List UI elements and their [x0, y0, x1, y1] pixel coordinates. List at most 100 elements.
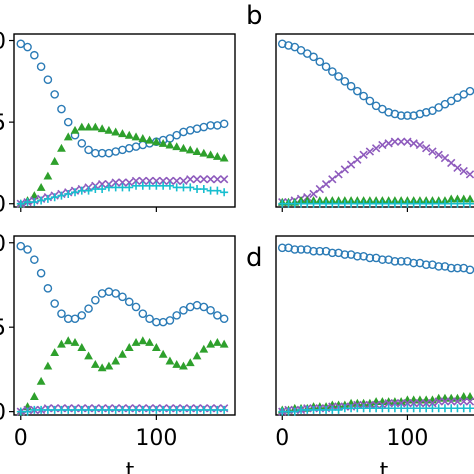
data-point [179, 127, 188, 137]
x-tick-label: 0 [14, 426, 28, 451]
data-point [440, 153, 450, 163]
data-point [446, 263, 456, 273]
data-point [165, 181, 174, 190]
data-point [422, 399, 431, 408]
data-point [309, 189, 318, 199]
data-point [353, 86, 362, 96]
data-point [213, 405, 222, 414]
data-point [328, 248, 337, 258]
data-point [50, 90, 59, 99]
data-point [36, 183, 46, 191]
data-point [90, 122, 100, 131]
data-point [165, 316, 175, 325]
panel-d: 0 100 t [275, 235, 474, 474]
data-point [199, 344, 209, 353]
data-point [465, 86, 474, 96]
data-point [453, 194, 462, 203]
data-point [125, 178, 134, 187]
data-point [192, 147, 202, 156]
data-point [179, 176, 188, 186]
data-point [219, 119, 229, 129]
data-point [390, 397, 400, 406]
data-point [145, 337, 154, 346]
data-point [97, 363, 107, 372]
data-point [334, 400, 343, 409]
data-point [434, 262, 443, 271]
data-point [125, 405, 134, 414]
data-point [277, 243, 287, 253]
data-point [340, 77, 350, 86]
data-point [403, 111, 412, 120]
data-point [57, 191, 66, 200]
data-point [192, 300, 202, 310]
data-point [327, 400, 337, 409]
data-point [16, 39, 26, 49]
data-point [465, 194, 474, 203]
data-point [63, 336, 73, 345]
data-point [346, 81, 356, 91]
data-point [315, 57, 325, 67]
data-point [403, 399, 412, 408]
data-point [165, 176, 175, 186]
data-point [138, 336, 148, 345]
data-point [70, 337, 80, 346]
data-point [84, 122, 93, 131]
data-point [428, 147, 437, 156]
data-point [118, 183, 127, 192]
data-point [465, 392, 474, 400]
data-point [409, 399, 418, 408]
data-point [453, 163, 462, 172]
data-point [199, 302, 209, 312]
data-point [118, 145, 127, 155]
plot-frame [13, 235, 236, 416]
data-point [104, 183, 113, 192]
series-blue-circle [277, 243, 474, 275]
data-point [152, 176, 161, 186]
data-point [30, 198, 39, 207]
data-point [37, 196, 46, 205]
data-point [213, 311, 222, 320]
data-point [151, 343, 161, 351]
data-point [57, 309, 66, 318]
data-point [415, 399, 425, 408]
data-point [321, 62, 331, 71]
data-point [132, 405, 141, 414]
panel-label-d: d [246, 243, 263, 273]
data-point [403, 137, 412, 146]
data-point [104, 361, 114, 370]
data-point [206, 186, 215, 195]
data-point [111, 147, 120, 156]
data-point [446, 194, 456, 203]
data-point [296, 245, 306, 254]
data-point [29, 392, 39, 400]
data-point [199, 405, 208, 414]
data-point [371, 144, 381, 153]
data-point [50, 299, 59, 308]
data-point [353, 155, 362, 164]
data-point [30, 405, 39, 414]
data-point [158, 138, 168, 147]
data-point [415, 140, 425, 150]
y-tick-label: 1.0 [0, 232, 6, 257]
data-point [43, 171, 53, 180]
data-point [84, 186, 93, 195]
data-point [172, 183, 181, 192]
data-point [131, 176, 141, 186]
data-point [118, 349, 127, 358]
data-point [396, 399, 406, 408]
data-point [290, 407, 299, 416]
data-point [185, 358, 195, 367]
data-point [111, 356, 121, 365]
data-point [104, 405, 113, 414]
data-point [459, 166, 468, 176]
data-point [97, 289, 107, 298]
data-point [16, 241, 26, 251]
data-point [422, 144, 431, 153]
data-point [315, 246, 325, 256]
data-point [145, 314, 154, 324]
y-tick-label: 1.0 [0, 30, 6, 55]
data-point [152, 181, 161, 190]
data-point [219, 153, 229, 162]
data-point [16, 199, 25, 208]
data-point [145, 135, 154, 144]
